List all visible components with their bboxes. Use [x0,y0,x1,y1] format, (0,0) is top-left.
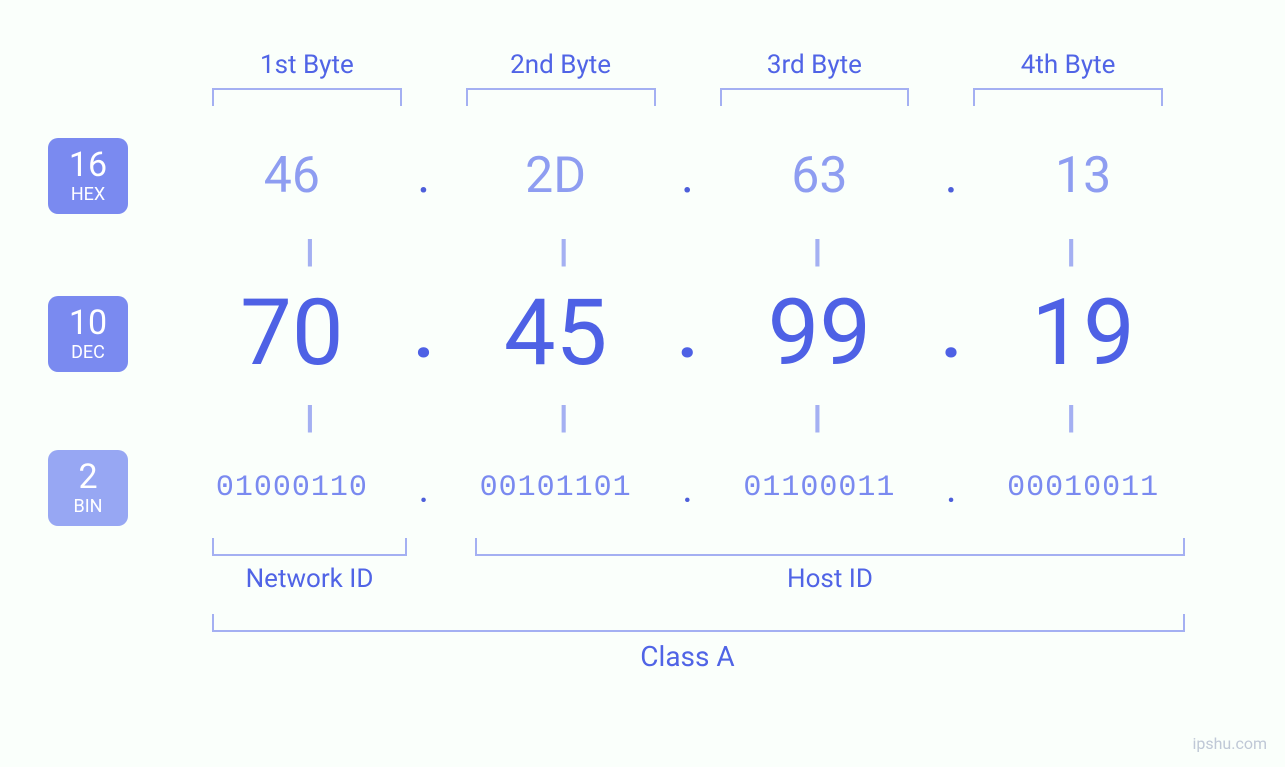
hex-byte-3: 63 [708,147,932,205]
watermark: ipshu.com [1192,734,1267,753]
hex-sep-1: . [404,147,444,205]
equals-1-3: || [688,232,942,270]
top-bracket-3 [720,88,910,106]
equals-row-2: || || || || [180,398,1195,436]
hex-byte-2: 2D [444,147,668,205]
byte-header-row: 1st Byte 2nd Byte 3rd Byte 4th Byte [180,50,1195,80]
bin-badge-label: BIN [74,496,103,517]
dec-badge-label: DEC [71,342,105,363]
dec-values: 70 . 45 . 99 . 19 [180,288,1195,380]
equals-1-4: || [941,232,1195,270]
id-label-row: Network ID Host ID [180,564,1195,604]
hex-sep-2: . [668,147,708,205]
dec-row: 10 DEC 70 . 45 . 99 . 19 [40,288,1195,380]
dec-byte-2: 45 [444,288,668,380]
dec-sep-3: . [931,293,971,375]
host-id-label: Host ID [475,564,1185,594]
class-bracket-row [180,614,1195,632]
hex-badge-number: 16 [69,148,107,182]
hex-byte-1: 46 [180,147,404,205]
equals-2-1: || [180,398,434,436]
class-label: Class A [180,640,1195,673]
hex-badge: 16 HEX [48,138,128,214]
bin-sep-3: . [931,465,971,512]
equals-1-2: || [434,232,688,270]
dec-byte-1: 70 [180,288,404,380]
bin-row: 2 BIN 01000110 . 00101101 . 01100011 . 0… [40,450,1195,526]
bin-byte-2: 00101101 [444,471,668,505]
equals-2-2: || [434,398,688,436]
bin-byte-1: 01000110 [180,471,404,505]
byte-header-1: 1st Byte [180,50,434,80]
byte-header-2: 2nd Byte [434,50,688,80]
bin-byte-4: 00010011 [971,471,1195,505]
hex-sep-3: . [931,147,971,205]
dec-byte-4: 19 [971,288,1195,380]
bin-sep-1: . [404,465,444,512]
dec-badge-number: 10 [69,306,107,340]
hex-badge-label: HEX [71,184,105,205]
dec-badge: 10 DEC [48,296,128,372]
top-bracket-row [180,88,1195,106]
bin-byte-3: 01100011 [708,471,932,505]
bin-values: 01000110 . 00101101 . 01100011 . 0001001… [180,465,1195,512]
network-id-bracket [212,538,407,556]
top-bracket-4 [973,88,1163,106]
dec-sep-2: . [668,293,708,375]
equals-1-1: || [180,232,434,270]
hex-byte-4: 13 [971,147,1195,205]
byte-header-4: 4th Byte [941,50,1195,80]
byte-header-3: 3rd Byte [688,50,942,80]
equals-row-1: || || || || [180,232,1195,270]
bin-badge-number: 2 [78,460,97,494]
top-bracket-2 [466,88,656,106]
equals-2-4: || [941,398,1195,436]
host-id-bracket [475,538,1185,556]
diagram-container: 1st Byte 2nd Byte 3rd Byte 4th Byte 16 H… [0,0,1285,767]
network-id-label: Network ID [212,564,407,594]
bin-sep-2: . [668,465,708,512]
dec-byte-3: 99 [708,288,932,380]
class-bracket [212,614,1185,632]
equals-2-3: || [688,398,942,436]
top-bracket-1 [212,88,402,106]
hex-values: 46 . 2D . 63 . 13 [180,147,1195,205]
dec-sep-1: . [404,293,444,375]
hex-row: 16 HEX 46 . 2D . 63 . 13 [40,138,1195,214]
bin-badge: 2 BIN [48,450,128,526]
id-bracket-row [180,538,1195,556]
